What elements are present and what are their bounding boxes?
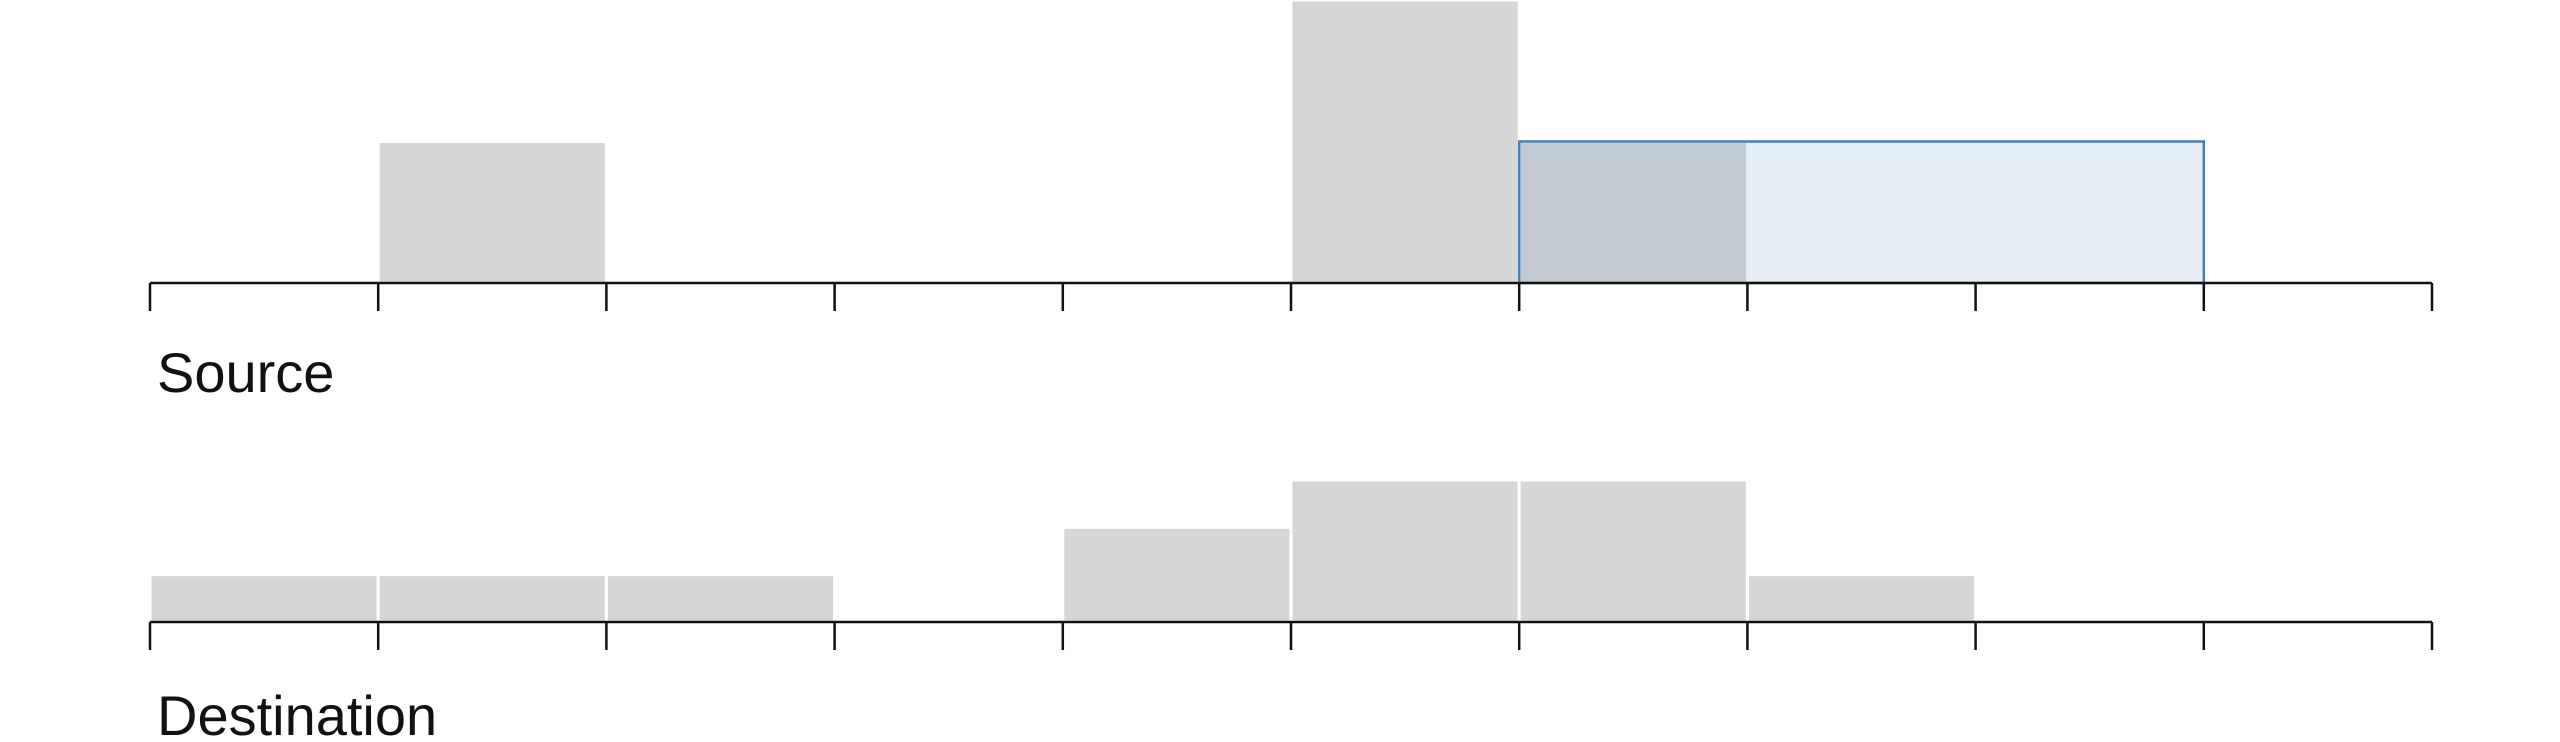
bar bbox=[1061, 525, 1293, 624]
bar bbox=[1289, 478, 1521, 624]
bar bbox=[1517, 140, 1749, 285]
bar bbox=[1289, 0, 1521, 285]
bar bbox=[376, 140, 608, 285]
bar bbox=[604, 573, 837, 624]
bar bbox=[148, 573, 380, 624]
axis-title: Destination bbox=[157, 684, 437, 742]
bar bbox=[376, 573, 608, 624]
bar bbox=[1517, 478, 1749, 624]
axis-title: Source bbox=[157, 341, 334, 404]
bar bbox=[1745, 573, 1978, 624]
selection-brush[interactable] bbox=[1517, 140, 2206, 285]
